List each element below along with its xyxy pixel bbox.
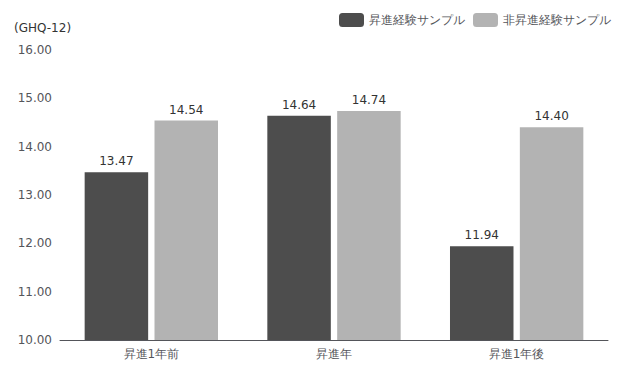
svg-text:10.00: 10.00 — [18, 333, 52, 347]
svg-text:昇進1年後: 昇進1年後 — [489, 347, 545, 361]
svg-text:昇進経験サンプル: 昇進経験サンプル — [369, 13, 465, 27]
svg-text:非昇進経験サンプル: 非昇進経験サンプル — [503, 13, 611, 27]
svg-text:昇進1年前: 昇進1年前 — [124, 347, 180, 361]
svg-text:13.47: 13.47 — [99, 154, 133, 168]
svg-text:11.94: 11.94 — [465, 228, 499, 242]
svg-text:11.00: 11.00 — [18, 285, 52, 299]
svg-text:14.74: 14.74 — [352, 93, 386, 107]
svg-text:16.00: 16.00 — [18, 43, 52, 57]
svg-text:12.00: 12.00 — [18, 236, 52, 250]
svg-text:15.00: 15.00 — [18, 91, 52, 105]
svg-text:14.54: 14.54 — [169, 103, 203, 117]
svg-text:14.40: 14.40 — [534, 109, 568, 123]
svg-text:13.00: 13.00 — [18, 188, 52, 202]
svg-text:14.64: 14.64 — [282, 98, 316, 112]
svg-text:14.00: 14.00 — [18, 140, 52, 154]
svg-text:昇進年: 昇進年 — [316, 347, 352, 361]
svg-text:(GHQ-12): (GHQ-12) — [14, 21, 71, 35]
